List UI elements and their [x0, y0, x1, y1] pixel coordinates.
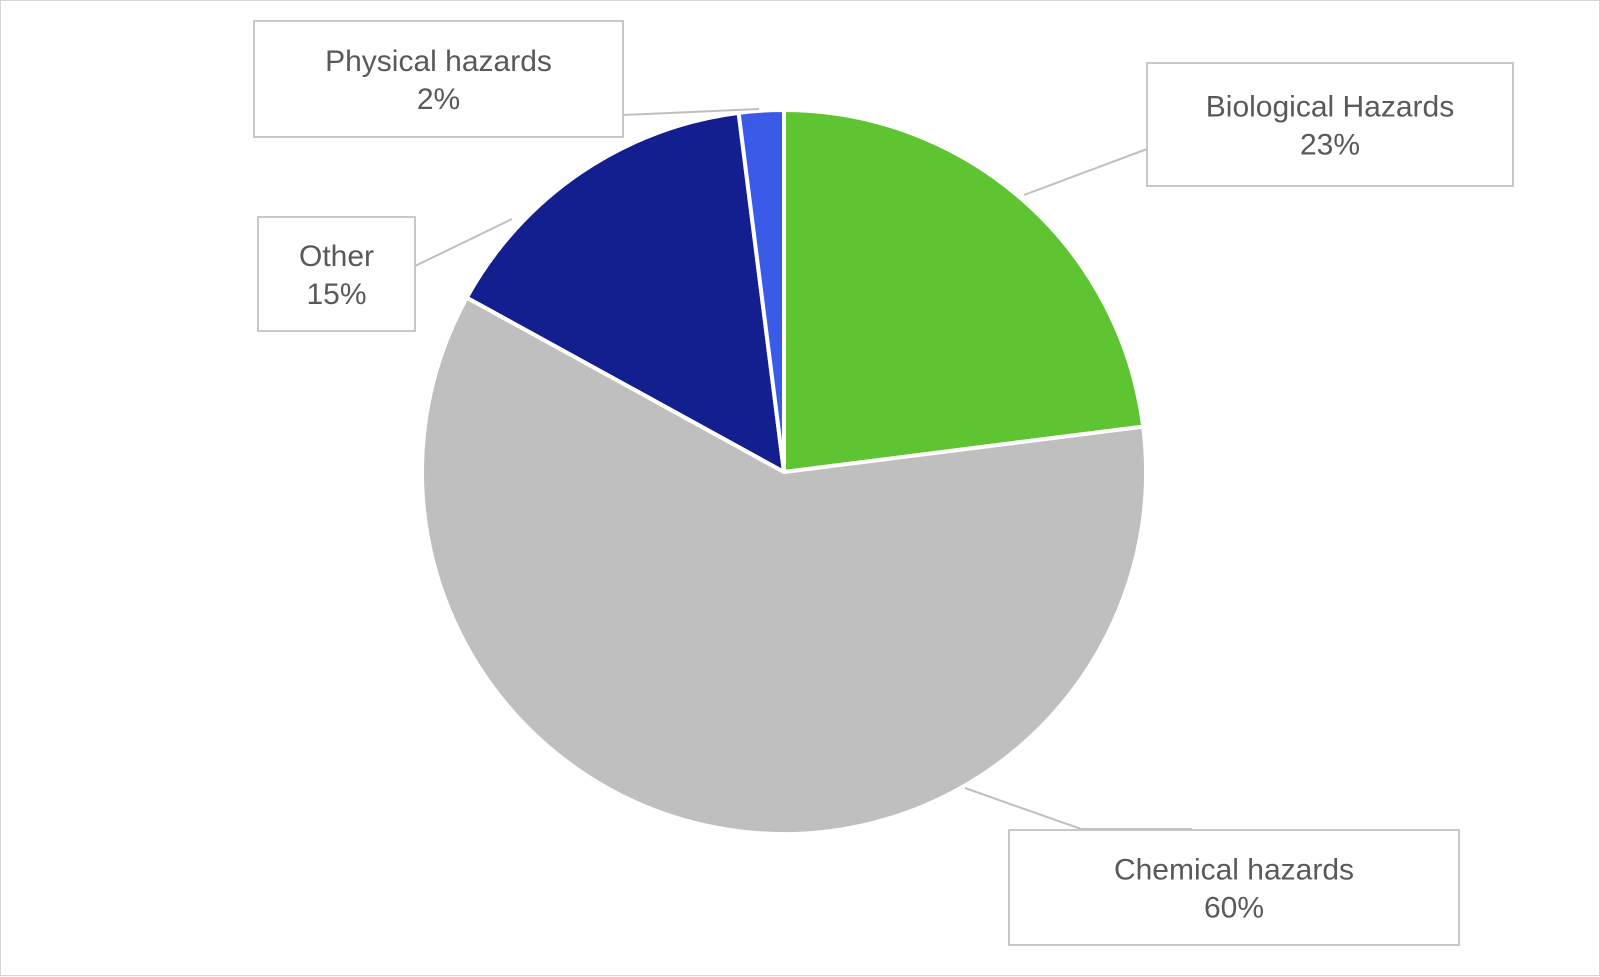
callout-box	[1008, 829, 1460, 946]
callout-chemical-hazards: Chemical hazards 60%	[1008, 829, 1460, 946]
callout-box	[253, 20, 624, 138]
slice-label: Chemical hazards	[1114, 854, 1354, 887]
pie-slice-other	[464, 110, 786, 474]
pie-slices	[420, 108, 1148, 836]
callout-other: Other 15%	[257, 216, 416, 332]
pie-slice-biological-hazards	[782, 108, 1146, 474]
pie-slice-chemical-hazards	[420, 295, 1148, 836]
data-label-callouts: Biological Hazards 23% Chemical hazards 60%…	[253, 20, 1514, 946]
slice-value-label: 60%	[1204, 892, 1264, 925]
callout-physical-hazards: Physical hazards 2%	[253, 20, 624, 138]
slice-value-label: 2%	[417, 83, 460, 116]
callout-box	[1146, 62, 1514, 187]
slice-label: Biological Hazards	[1206, 91, 1454, 124]
callout-box	[257, 216, 416, 332]
pie-slice-physical-hazards	[736, 108, 786, 474]
slice-value-label: 23%	[1300, 129, 1360, 162]
slice-value-label: 15%	[306, 278, 366, 311]
leader-line-chemical-hazards	[964, 787, 1192, 830]
leader-line-biological-hazards	[1023, 133, 1148, 196]
callout-biological-hazards: Biological Hazards 23%	[1146, 62, 1514, 187]
slice-label: Physical hazards	[325, 45, 552, 78]
slice-label: Other	[299, 240, 374, 273]
